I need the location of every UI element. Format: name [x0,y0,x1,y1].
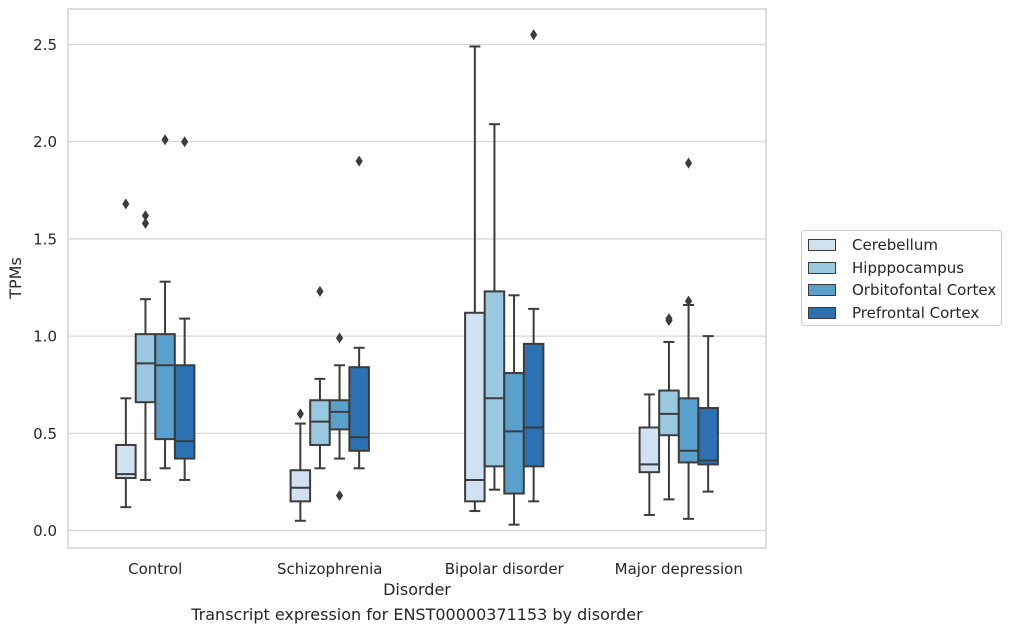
box-cerebellum [464,45,486,513]
legend-item: Prefrontal Cortex [808,304,979,322]
x-tick-label: Control [128,560,182,578]
gridlines [68,43,766,532]
y-tick-label: 0.0 [33,522,57,540]
box-body [503,372,525,495]
y-tick-label: 1.5 [33,230,57,248]
y-tick-label: 2.5 [33,36,57,54]
box-body [697,407,719,466]
x-tick-label: Bipolar disorder [445,560,565,578]
outlier-point [335,332,344,344]
legend-label: Orbitofontal Cortex [852,281,997,300]
box-body [115,443,137,480]
box-hipppocampus [483,123,506,491]
outlier-point [181,136,189,148]
y-axis-title: TPMs [6,257,25,300]
box-body [522,342,545,468]
figure-caption: Transcript expression for ENST0000037115… [191,605,643,624]
outlier-point [530,29,538,41]
box-hipppocampus [309,285,331,470]
box-hipppocampus [658,313,680,501]
box-body [464,311,486,503]
box-prefrontal-cortex [697,335,719,493]
legend-label: Prefrontal Cortex [852,303,980,322]
outlier-point [684,295,693,307]
y-tick-label: 0.5 [33,425,57,443]
box-body [328,399,351,431]
outlier-point [335,490,344,502]
y-tick-labels: 0.0 0.5 1.0 1.5 2.0 2.5 [33,36,57,540]
legend-swatch [808,261,836,274]
x-tick-label: Major depression [615,560,743,578]
legend: Cerebellum Hipppocampus Orbitofontal Corte… [801,230,1002,326]
outlier-point [316,285,324,297]
outlier-point [141,217,150,229]
y-tick-label: 2.0 [33,133,57,151]
legend-item: Hipppocampus [808,259,964,277]
box-series [115,29,719,526]
box-orbitofontal-cortex [154,134,176,470]
box-body [638,426,661,474]
x-tick-labels: Control Schizophrenia Bipolar disorder Majo… [128,560,743,578]
plot-frame [67,8,767,549]
box-hipppocampus [134,210,157,481]
legend-swatch [808,284,836,297]
x-tick-label: Schizophrenia [277,560,382,578]
legend-label: Cerebellum [852,236,938,254]
box-orbitofontal-cortex [677,157,700,520]
y-tick-label: 1.0 [33,328,57,346]
legend-item: Orbitofontal Cortex [808,281,996,299]
box-cerebellum [289,408,312,522]
box-orbitofontal-cortex [328,332,351,502]
box-body [173,364,196,460]
box-prefrontal-cortex [522,29,545,503]
box-body [289,469,312,503]
legend-swatch [808,306,836,319]
box-cerebellum [638,393,661,516]
box-orbitofontal-cortex [503,294,525,526]
box-body [677,397,700,464]
box-prefrontal-cortex [348,155,370,470]
outlier-point [684,157,693,169]
box-cerebellum [115,198,137,509]
legend-swatch [808,239,836,251]
legend-label: Hipppocampus [852,258,965,277]
box-body [348,366,370,452]
outlier-point [161,134,169,146]
outlier-point [141,210,150,222]
box-body [154,333,176,441]
box-body [483,290,506,468]
outlier-point [122,198,130,210]
x-axis-title: Disorder [383,580,451,599]
outlier-point [355,155,363,167]
box-prefrontal-cortex [173,136,196,481]
box-body [134,333,157,404]
legend-item: Cerebellum [808,236,938,254]
outlier-point [665,313,673,325]
outlier-point [296,408,304,420]
